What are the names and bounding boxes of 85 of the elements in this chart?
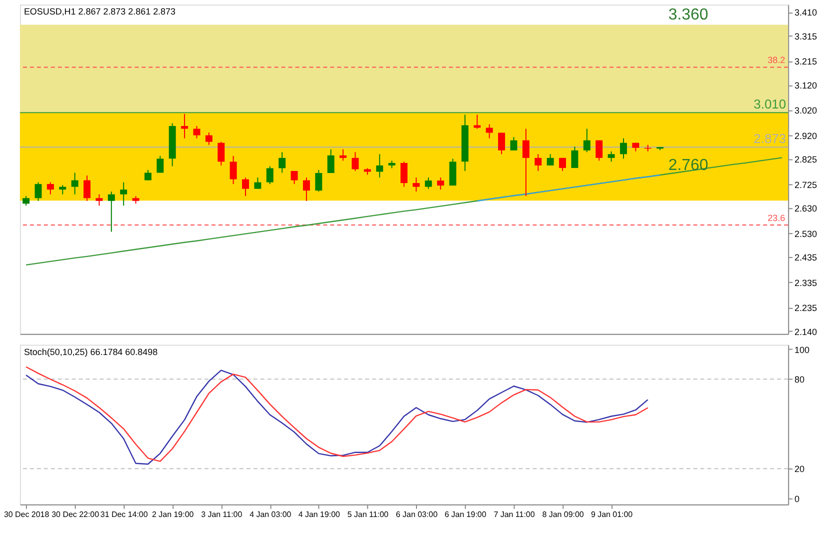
x-tick-label: 8 Jan 09:00 — [542, 510, 584, 519]
y-tick-label: 100 — [794, 344, 810, 355]
x-tick-label: 7 Jan 11:00 — [494, 510, 536, 519]
candlestick — [156, 155, 164, 174]
y-tick-label: 3.315 — [794, 32, 818, 42]
annotation: 2.760 — [668, 157, 708, 174]
x-tick-label: 30 Dec 2018 — [4, 510, 50, 519]
ref-line-label: 2.873 — [754, 131, 786, 146]
candlestick — [315, 169, 322, 192]
x-tick-label: 6 Jan 03:00 — [396, 510, 438, 519]
candlestick — [242, 177, 250, 197]
candlestick — [559, 157, 566, 172]
candlestick — [486, 124, 493, 139]
candlestick — [400, 161, 408, 188]
y-tick-label: 2.630 — [794, 204, 818, 214]
candlestick — [34, 182, 42, 202]
candlestick — [230, 155, 237, 185]
candlestick — [522, 128, 530, 197]
candlestick — [71, 172, 78, 195]
y-tick-label: 3.410 — [794, 8, 818, 18]
x-tick-label: 30 Dec 22:00 — [52, 510, 100, 519]
candlestick — [205, 132, 212, 146]
y-tick-label: 2.920 — [794, 130, 818, 141]
candlestick — [327, 148, 334, 174]
y-tick-label: 2.235 — [794, 302, 818, 313]
y-tick-label: 3.215 — [794, 56, 818, 67]
candlestick — [278, 152, 286, 174]
candlestick — [120, 182, 128, 206]
candlestick — [59, 184, 66, 195]
annotation: 3.360 — [668, 6, 708, 24]
candlestick — [498, 132, 506, 155]
annotation: 23.6 — [768, 213, 786, 224]
candlestick — [437, 177, 444, 190]
candlestick — [424, 177, 432, 190]
x-tick-label: 6 Jan 19:00 — [444, 510, 487, 519]
candlestick — [352, 152, 359, 172]
x-tick-label: 4 Jan 19:00 — [298, 510, 341, 519]
candlestick — [266, 166, 274, 185]
ref-line-label: 3.010 — [754, 96, 786, 112]
y-tick-label: 2.140 — [794, 326, 818, 337]
y-tick-label: 2.335 — [794, 278, 818, 288]
candlestick — [596, 140, 603, 162]
candlestick — [181, 113, 188, 139]
candlestick — [96, 194, 103, 206]
candlestick — [608, 150, 615, 162]
x-tick-label: 2 Jan 19:00 — [152, 510, 194, 519]
y-tick-label: 20 — [794, 464, 805, 474]
candlestick — [412, 177, 420, 192]
line-series — [476, 174, 661, 202]
candlestick — [376, 154, 384, 178]
candlestick — [546, 154, 554, 166]
y-tick-label: 80 — [794, 374, 805, 385]
y-tick-label: 2.725 — [794, 180, 818, 190]
y-tick-label: 2.435 — [794, 252, 818, 263]
y-tick-label: 2.530 — [794, 228, 818, 239]
candlestick — [193, 126, 200, 139]
candlestick — [583, 128, 590, 153]
candlestick — [290, 170, 298, 185]
x-tick-label: 9 Jan 01:00 — [590, 510, 634, 519]
candlestick — [510, 136, 518, 151]
y-tick-label: 0 — [794, 494, 800, 504]
candlestick — [218, 141, 225, 166]
candlestick — [108, 191, 115, 232]
candlestick — [620, 138, 627, 160]
candlestick — [144, 169, 152, 181]
candlestick — [254, 177, 262, 190]
chart-title: Stoch(50,10,25) 66.1784 60.8498 — [24, 346, 158, 357]
annotation: 38.2 — [768, 55, 786, 66]
candlestick — [302, 177, 310, 202]
x-tick-label: 31 Dec 14:00 — [100, 510, 148, 519]
x-tick-label: 5 Jan 11:00 — [347, 510, 390, 519]
y-tick-label: 3.120 — [794, 80, 818, 91]
candlestick — [84, 175, 90, 202]
candlestick — [449, 158, 456, 186]
x-tick-label: 3 Jan 11:00 — [201, 510, 243, 519]
candlestick — [534, 154, 542, 172]
candlestick — [474, 114, 481, 130]
candlestick — [340, 148, 347, 162]
candlestick — [571, 146, 578, 168]
chart-title: EOSUSD,H1 2.867 2.873 2.861 2.873 — [24, 6, 176, 17]
y-tick-label: 3.020 — [794, 106, 818, 116]
x-tick-label: 4 Jan 03:00 — [250, 510, 292, 519]
candlestick — [22, 196, 30, 206]
y-tick-label: 2.825 — [794, 154, 818, 165]
candlestick — [46, 182, 54, 195]
